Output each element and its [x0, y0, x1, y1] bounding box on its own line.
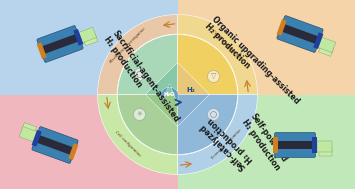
Circle shape: [208, 108, 219, 121]
Wedge shape: [178, 94, 237, 154]
Text: Organic upgrading-assisted
H₂ production: Organic upgrading-assisted H₂ production: [203, 14, 302, 113]
Text: Self-powered
H₂ production: Self-powered H₂ production: [240, 112, 290, 172]
Wedge shape: [178, 94, 257, 174]
Wedge shape: [98, 15, 178, 94]
Polygon shape: [160, 84, 179, 101]
Text: Self-catalyzed
H₂ production: Self-catalyzed H₂ production: [198, 115, 255, 172]
FancyBboxPatch shape: [37, 26, 83, 62]
Text: Cell configuration: Cell configuration: [114, 130, 142, 158]
FancyBboxPatch shape: [32, 127, 78, 163]
Bar: [36, 135, 74, 155]
Wedge shape: [118, 35, 178, 94]
FancyBboxPatch shape: [317, 140, 332, 152]
Text: H₂O: H₂O: [164, 92, 175, 97]
Bar: [277, 19, 287, 36]
Text: Mechanism investigation: Mechanism investigation: [109, 26, 147, 64]
Circle shape: [118, 35, 237, 154]
FancyBboxPatch shape: [274, 132, 316, 157]
Bar: [281, 24, 319, 44]
Bar: [276, 141, 314, 149]
FancyBboxPatch shape: [79, 27, 97, 43]
Text: Economic evaluation: Economic evaluation: [211, 128, 243, 160]
Bar: [178, 0, 355, 94]
Wedge shape: [178, 35, 237, 94]
Polygon shape: [146, 94, 178, 126]
Bar: [178, 94, 355, 189]
Bar: [312, 137, 317, 153]
FancyBboxPatch shape: [318, 43, 334, 56]
Wedge shape: [98, 94, 178, 174]
Polygon shape: [178, 63, 209, 94]
FancyBboxPatch shape: [83, 33, 98, 46]
Bar: [41, 34, 79, 54]
Circle shape: [133, 108, 146, 121]
Circle shape: [133, 68, 146, 81]
Text: Sacrificial-agent-assisted
H₂ production: Sacrificial-agent-assisted H₂ production: [102, 28, 181, 130]
Bar: [313, 32, 323, 49]
Wedge shape: [118, 94, 178, 154]
FancyBboxPatch shape: [318, 146, 332, 156]
Circle shape: [208, 70, 219, 83]
Polygon shape: [146, 63, 178, 94]
FancyBboxPatch shape: [21, 123, 37, 136]
FancyBboxPatch shape: [277, 16, 323, 52]
Bar: [68, 143, 78, 160]
FancyBboxPatch shape: [19, 126, 37, 142]
Bar: [273, 137, 278, 153]
Text: ✳: ✳: [137, 112, 142, 118]
FancyBboxPatch shape: [318, 37, 336, 53]
Bar: [0, 94, 178, 189]
Bar: [32, 130, 42, 147]
Polygon shape: [178, 94, 209, 126]
Wedge shape: [178, 15, 257, 94]
Bar: [73, 29, 83, 46]
Bar: [37, 42, 47, 59]
Text: H₂: H₂: [186, 87, 195, 92]
Bar: [0, 0, 178, 94]
Text: Catalyst preparation: Catalyst preparation: [212, 29, 242, 60]
Text: ▽: ▽: [211, 74, 216, 80]
